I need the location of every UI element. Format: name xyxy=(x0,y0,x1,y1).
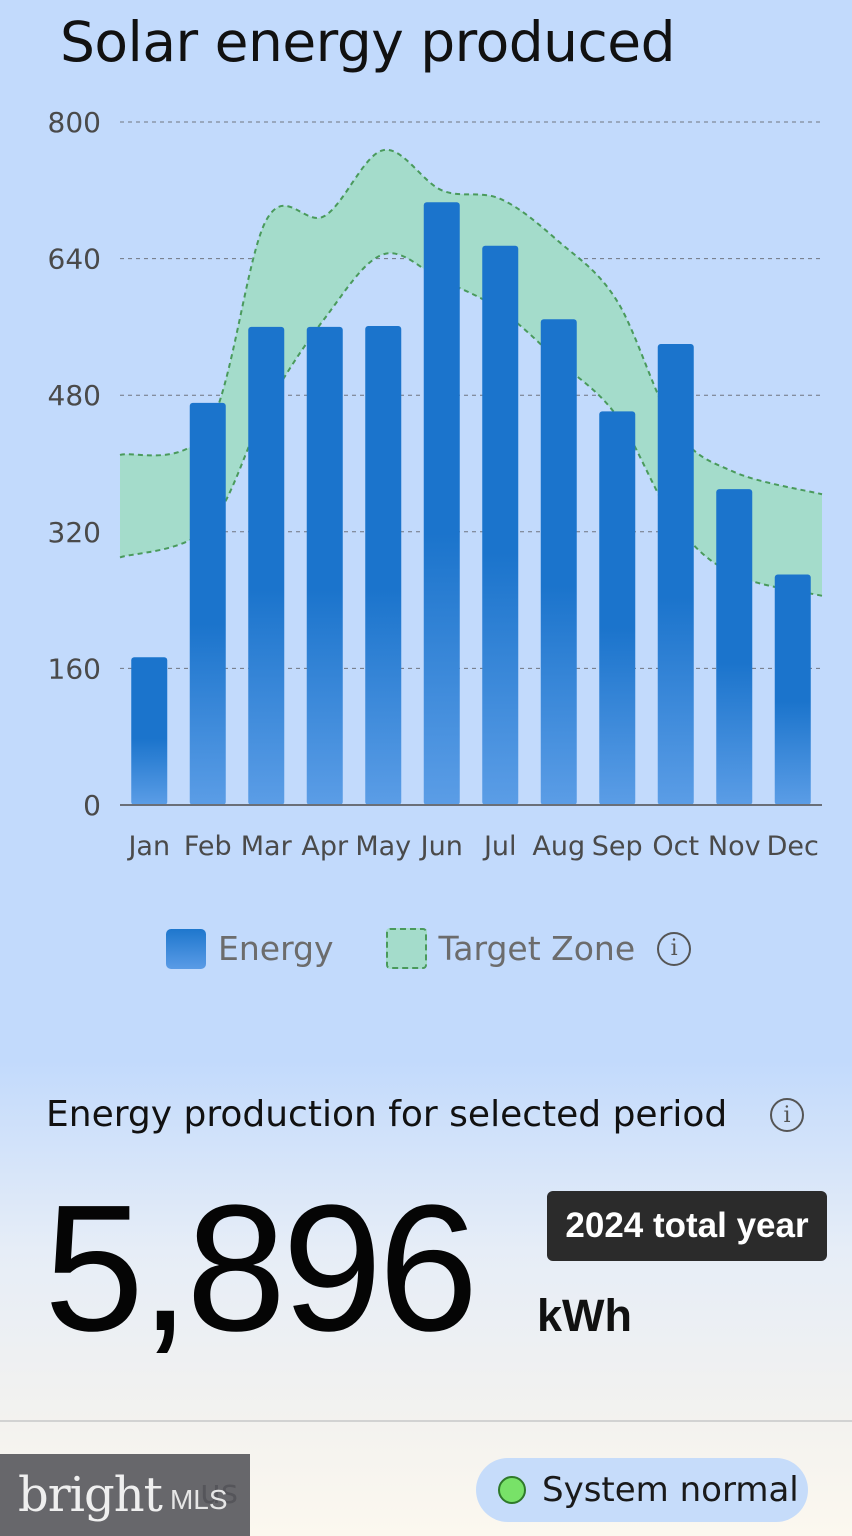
y-tick-label: 320 xyxy=(48,516,101,549)
y-tick-label: 800 xyxy=(48,106,101,139)
x-tick-label: Dec xyxy=(767,831,819,862)
x-tick-label: Oct xyxy=(652,831,699,862)
energy-bar-oct xyxy=(657,343,694,805)
watermark-brand: bright xyxy=(18,1467,163,1523)
chart-legend: Energy Target Zone i xyxy=(166,928,692,969)
chart-title: Solar energy produced xyxy=(60,10,676,74)
production-unit: kWh xyxy=(537,1290,632,1341)
x-tick-label: Jun xyxy=(419,831,463,862)
x-tick-label: Sep xyxy=(592,831,643,862)
x-tick-label: Nov xyxy=(708,831,761,862)
info-icon[interactable]: i xyxy=(657,931,692,966)
system-status-badge[interactable]: System normal xyxy=(476,1458,808,1522)
x-tick-label: May xyxy=(355,831,411,862)
energy-bar-feb xyxy=(189,402,226,805)
production-total-value: 5,896 xyxy=(44,1168,478,1369)
production-info-icon[interactable]: i xyxy=(770,1098,804,1132)
energy-bar-mar xyxy=(248,326,285,805)
legend-target-swatch[interactable] xyxy=(385,928,427,969)
y-tick-label: 640 xyxy=(48,243,101,276)
y-tick-label: 480 xyxy=(48,379,101,412)
x-tick-label: Feb xyxy=(184,831,232,862)
energy-bar-nov xyxy=(716,489,753,805)
legend-target-label[interactable]: Target Zone xyxy=(438,929,636,968)
x-tick-label: Jan xyxy=(126,831,170,862)
system-status-text: System normal xyxy=(542,1470,799,1510)
x-tick-label: Jul xyxy=(482,831,517,862)
energy-bar-may xyxy=(365,326,402,805)
production-section-title: Energy production for selected period xyxy=(46,1094,728,1135)
solar-energy-chart: 0 160 320 480 640 800 Jan Feb Mar Apr May Jun Jul Aug… xyxy=(48,106,823,862)
x-tick-label: Aug xyxy=(532,831,585,862)
section-divider xyxy=(0,1420,852,1422)
period-selector-badge[interactable]: 2024 total year xyxy=(547,1191,827,1261)
energy-bar-dec xyxy=(774,574,811,805)
y-tick-label: 160 xyxy=(48,652,101,685)
energy-bar-jan xyxy=(131,657,168,805)
energy-bar-jul xyxy=(482,245,519,805)
x-tick-label: Mar xyxy=(241,831,293,862)
y-tick-label: 0 xyxy=(83,789,101,822)
target-zone-area xyxy=(120,149,822,596)
bright-mls-watermark: bright MLS xyxy=(0,1454,250,1536)
legend-energy-swatch[interactable] xyxy=(166,928,206,969)
energy-bar-sep xyxy=(599,411,636,805)
energy-bar-apr xyxy=(306,326,343,805)
x-tick-label: Apr xyxy=(301,831,349,862)
watermark-suffix: MLS xyxy=(169,1484,228,1515)
status-ok-icon xyxy=(498,1476,526,1504)
legend-energy-label[interactable]: Energy xyxy=(218,929,334,968)
energy-bar-jun xyxy=(423,202,460,805)
energy-bar-aug xyxy=(540,319,577,805)
target-zone-lower-line xyxy=(119,252,823,597)
